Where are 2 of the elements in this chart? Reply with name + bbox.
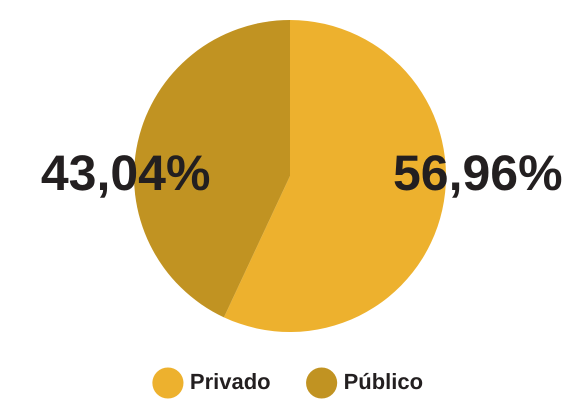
legend-label: Público <box>344 369 424 394</box>
legend-label: Privado <box>190 369 271 394</box>
